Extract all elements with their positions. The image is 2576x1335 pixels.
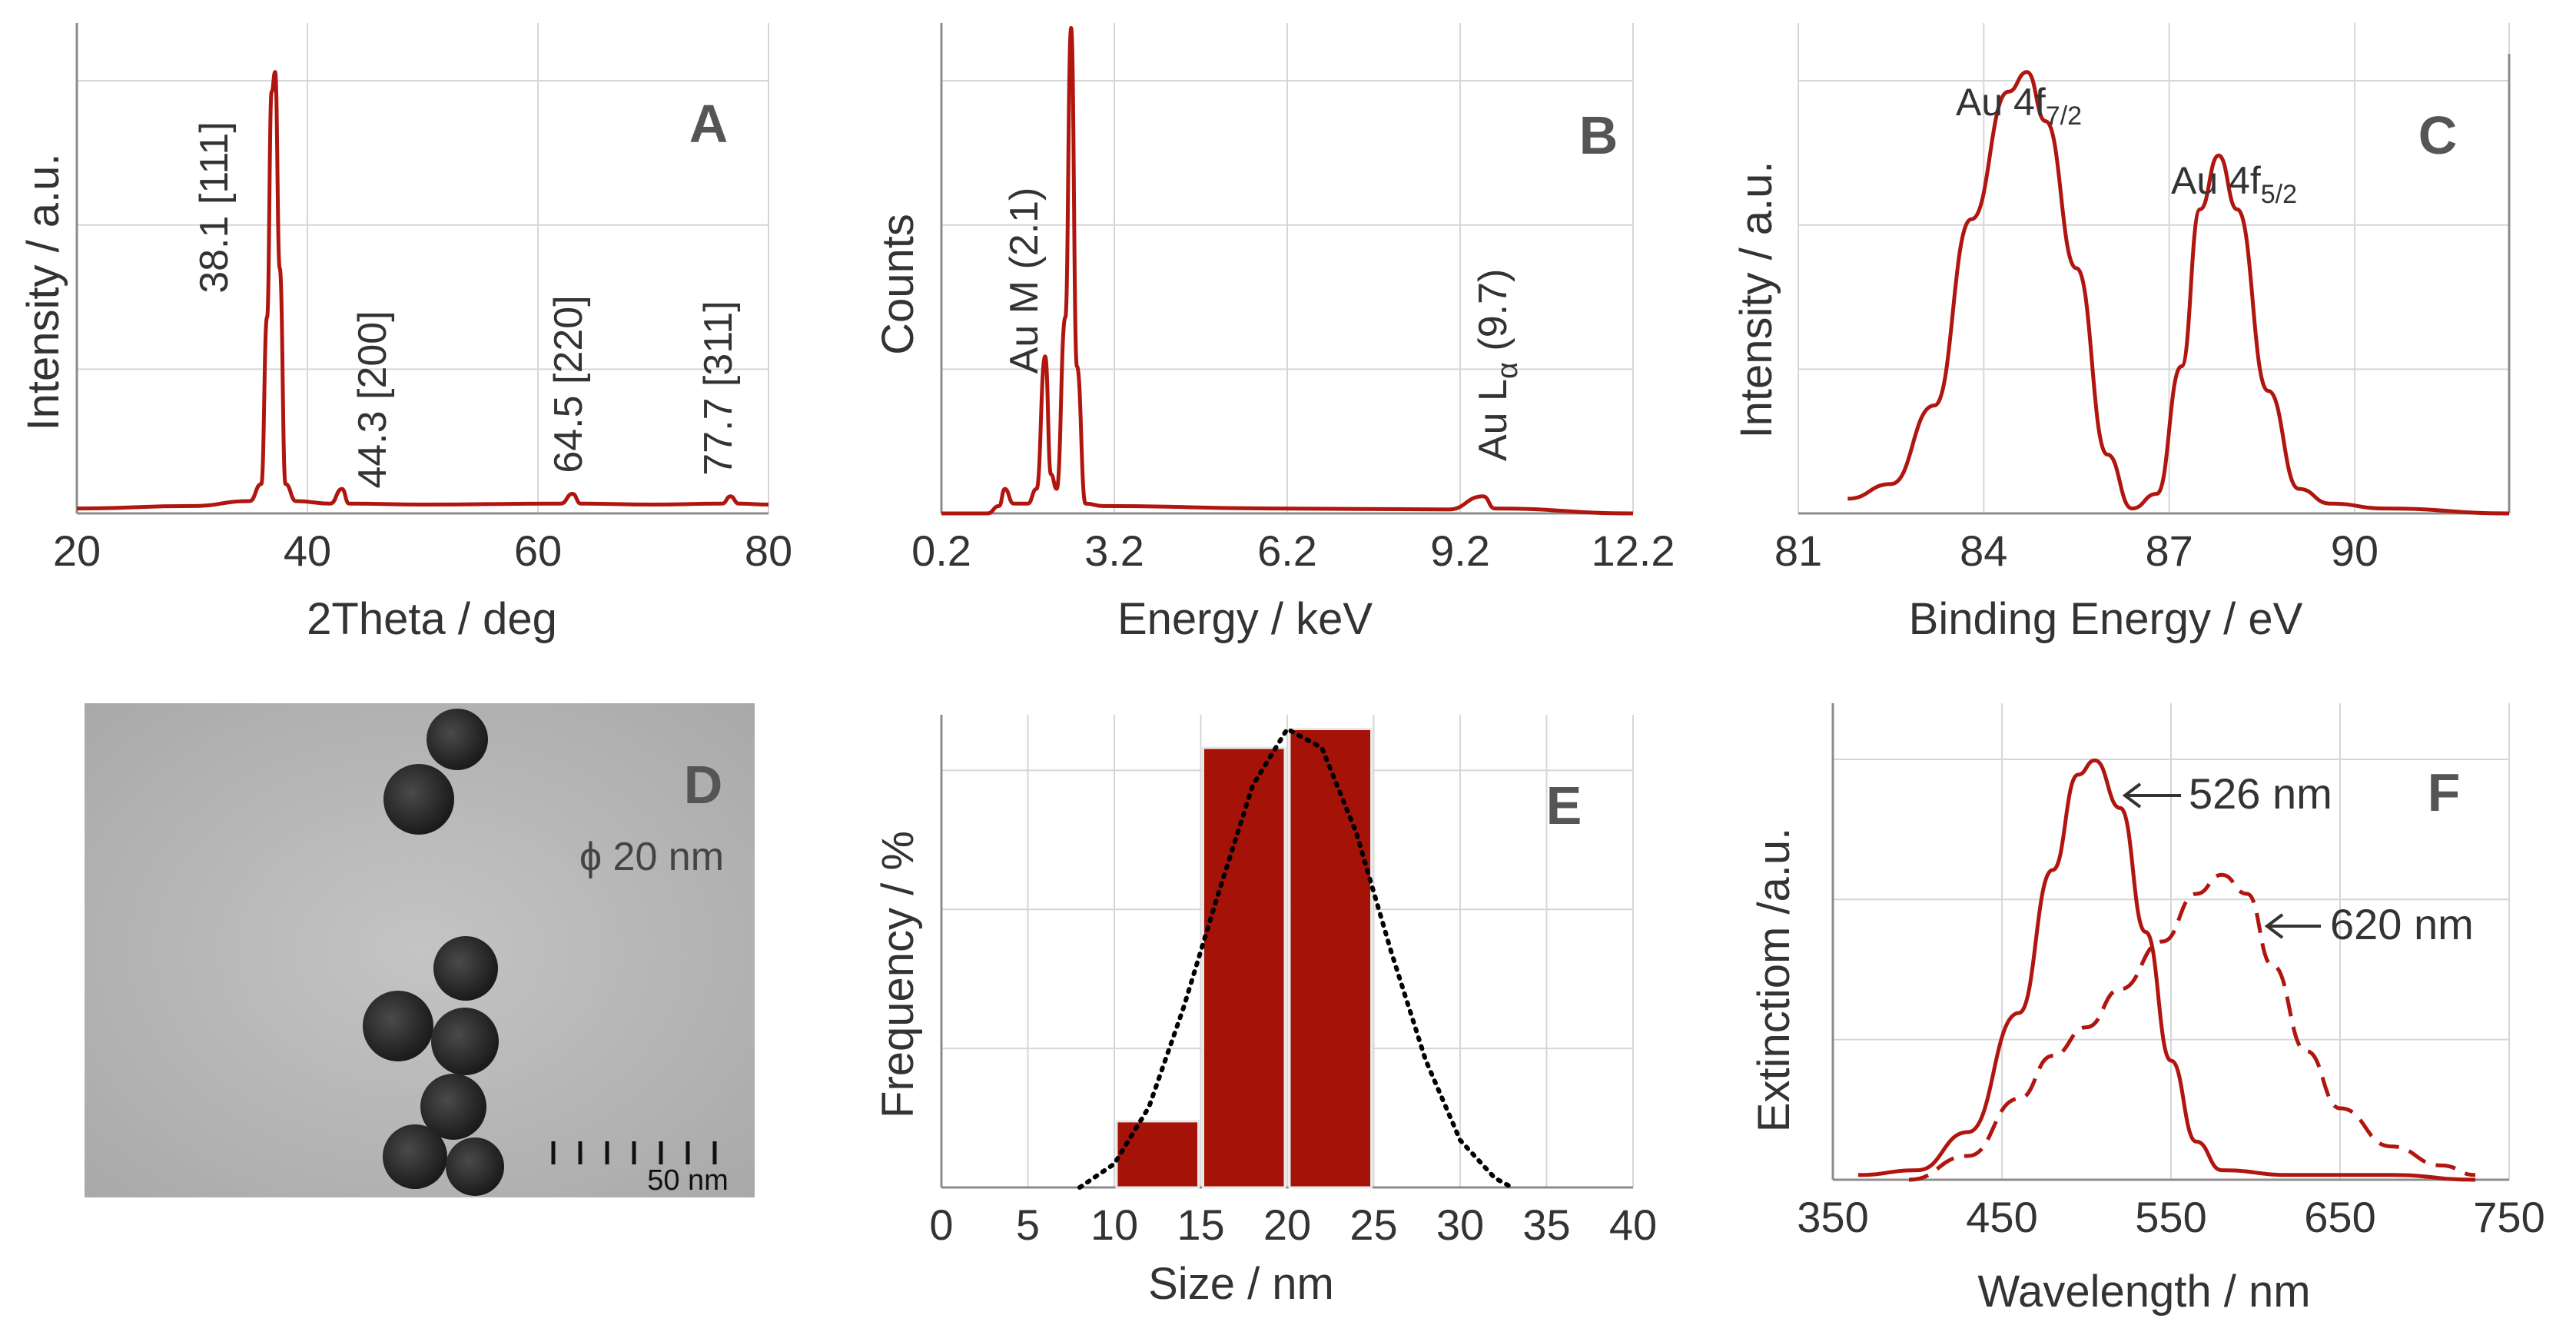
histogram-bar (1115, 1120, 1200, 1189)
x-tick-label: 81 (1774, 526, 1822, 575)
extinction-chart: 350 450 550 650 750 (1797, 703, 2545, 1241)
gaussian-fit-curve (1077, 726, 1515, 1190)
eds-chart: 0.2 3.2 6.2 9.2 12.2 (911, 23, 1675, 575)
x-tick-label: 84 (1960, 526, 2007, 575)
series-line-solid (76, 70, 769, 511)
scale-bar (551, 1141, 717, 1164)
x-tick-label: 750 (2473, 1193, 2544, 1241)
x-tick-label: 5 (1016, 1201, 1040, 1249)
x-tick-label: 20 (53, 526, 101, 575)
eds-label-energy: (9.7) (1471, 269, 1515, 362)
xrd-peak-label-311: 77.7 [311] (696, 301, 741, 475)
x-tick-label: 450 (1966, 1193, 2037, 1241)
annotation-620-nm: 620 nm (2330, 900, 2474, 948)
eds-peak-label-au-m: Au M (2.1) (1002, 188, 1047, 374)
particle-diameter-label: ϕ 20 nm (579, 835, 724, 879)
histogram-bar (1288, 727, 1373, 1189)
x-tick-label: 550 (2135, 1193, 2206, 1241)
x-tick-label: 40 (284, 526, 331, 575)
x-tick-label: 87 (2145, 526, 2193, 575)
panel-e-ylabel: Frequency / % (873, 831, 923, 1118)
xrd-chart: 20 40 60 80 (53, 23, 792, 575)
arrow-526 (2122, 782, 2181, 809)
x-tick-label: 6.2 (1257, 526, 1317, 575)
series-line-solid (1857, 758, 2476, 1182)
series-line-dashed (1908, 872, 2476, 1182)
size-histogram: 0 5 10 15 20 25 30 35 40 (929, 715, 1657, 1249)
panel-f-ylabel: Extinctiom /a.u. (1749, 828, 1799, 1132)
x-tick-label: 80 (745, 526, 792, 575)
xps-peak-label-4f72: Au 4f7/2 (1956, 81, 2082, 131)
x-tick-label: 0.2 (911, 526, 971, 575)
x-tick-label: 25 (1349, 1201, 1397, 1249)
series-line-solid (941, 25, 1634, 516)
xps-chart: 81 84 87 90 (1774, 23, 2511, 575)
x-tick-label: 350 (1797, 1193, 1868, 1241)
panel-d-letter: D (684, 755, 723, 815)
panel-f-xlabel: Wavelength / nm (1977, 1267, 2310, 1317)
xrd-peak-label-111: 38.1 [111] (192, 121, 237, 294)
panel-c-letter: C (2418, 105, 2458, 165)
svg-text:Au Lα (9.7): Au Lα (9.7) (1471, 269, 1524, 461)
x-tick-label: 12.2 (1592, 526, 1675, 575)
annotation-526-nm: 526 nm (2189, 769, 2332, 818)
x-tick-label: 15 (1177, 1201, 1224, 1249)
panel-f-letter: F (2428, 762, 2461, 822)
x-tick-label: 650 (2304, 1193, 2375, 1241)
panel-b-xlabel: Energy / keV (1117, 594, 1373, 644)
panel-e-xlabel: Size / nm (1148, 1259, 1334, 1309)
x-tick-label: 35 (1522, 1201, 1570, 1249)
eds-peak-label-au-l: Au Lα (9.7) (1471, 269, 1524, 461)
panel-a-letter: A (689, 94, 729, 154)
x-tick-label: 90 (2331, 526, 2378, 575)
series-line-solid (1847, 70, 2510, 516)
xrd-peak-label-220: 64.5 [220] (546, 295, 591, 473)
xrd-peak-label-200: 44.3 [200] (350, 311, 395, 488)
x-tick-label: 30 (1436, 1201, 1484, 1249)
x-tick-label: 20 (1263, 1201, 1311, 1249)
x-tick-label: 10 (1090, 1201, 1138, 1249)
panel-c-ylabel: Intensity / a.u. (1731, 161, 1781, 438)
x-tick-label: 60 (514, 526, 562, 575)
histogram-bar (1202, 746, 1286, 1189)
eds-label-au-l-main: Au L (1471, 379, 1515, 461)
nanoparticle-cluster (363, 709, 504, 1196)
x-tick-label: 3.2 (1084, 526, 1144, 575)
x-tick-label: 9.2 (1430, 526, 1490, 575)
arrow-620 (2264, 913, 2321, 939)
x-tick-label: 40 (1609, 1201, 1657, 1249)
panel-c-xlabel: Binding Energy / eV (1909, 594, 2303, 644)
panel-a-xlabel: 2Theta / deg (307, 594, 557, 644)
panel-b-ylabel: Counts (873, 214, 923, 355)
panel-a-ylabel: Intensity / a.u. (18, 153, 68, 430)
xps-peak-label-4f52: Au 4f5/2 (2171, 159, 2297, 209)
tem-image: 50 nm D ϕ 20 nm (85, 703, 755, 1197)
panel-b-letter: B (1579, 105, 1618, 165)
panel-e-letter: E (1546, 775, 1582, 835)
eds-label-alpha: α (1492, 362, 1524, 379)
x-tick-label: 0 (929, 1201, 953, 1249)
scale-bar-label: 50 nm (647, 1164, 729, 1197)
